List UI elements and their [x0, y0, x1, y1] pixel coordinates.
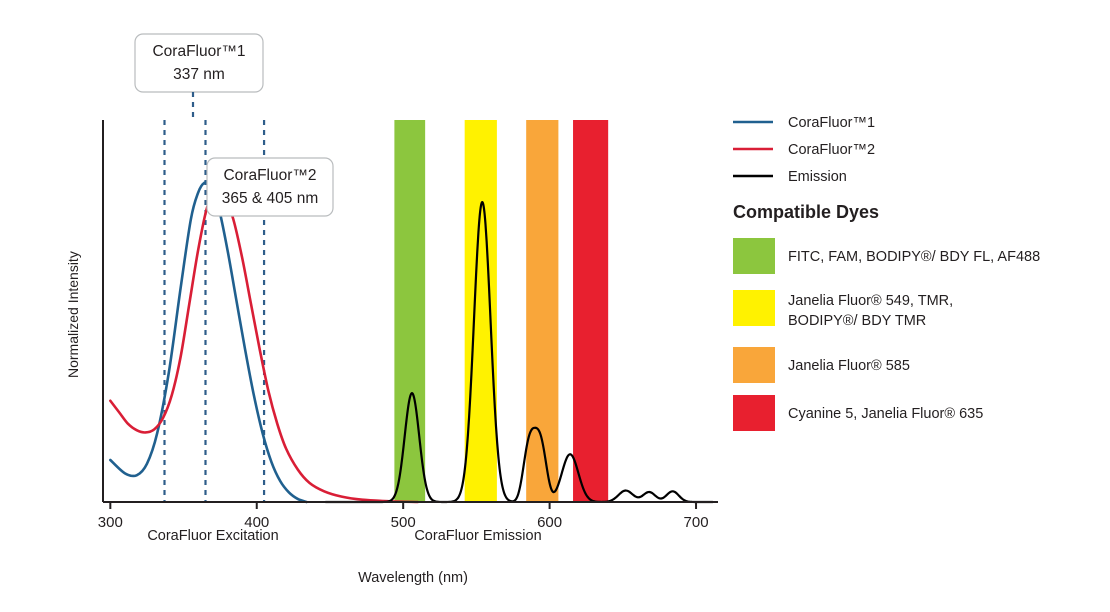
x-tick-label-400: 400: [244, 514, 269, 531]
x-region-label-excitation: CoraFluor Excitation: [147, 528, 278, 544]
x-tick-label-300: 300: [98, 514, 123, 531]
dye-swatch-3: [733, 395, 775, 431]
red-band: [573, 120, 609, 502]
callout-corafluor1: CoraFluor™1 337 nm: [134, 33, 264, 120]
dye-swatch-0: [733, 238, 775, 274]
x-tick-label-500: 500: [391, 514, 416, 531]
x-axis-title: Wavelength (nm): [358, 570, 468, 586]
callout-corafluor2-box: [206, 157, 334, 217]
legend-label-2: Emission: [788, 169, 847, 185]
legend-label-1: CoraFluor™2: [788, 142, 875, 158]
compatible-dyes-list: FITC, FAM, BODIPY®/ BDY FL, AF488 Janelia…: [733, 238, 1040, 431]
plot-axes: [102, 120, 718, 503]
dye-label-2-line1: Janelia Fluor® 585: [788, 358, 910, 374]
y-axis-title: Normalized Intensity: [65, 251, 81, 378]
callout-corafluor2-line2: 365 & 405 nm: [222, 190, 319, 207]
dye-swatch-1: [733, 290, 775, 326]
curve-excitation-20608F: [109, 180, 308, 504]
callout-corafluor1-line1: CoraFluor™1: [152, 43, 245, 60]
x-tick-label-600: 600: [537, 514, 562, 531]
curve-emission: [324, 201, 714, 504]
compatibility-bands: [394, 120, 609, 502]
curve-excitation-D91E36: [109, 188, 420, 504]
dye-label-0-line1: FITC, FAM, BODIPY®/ BDY FL, AF488: [788, 249, 1040, 265]
callout-corafluor2-line1: CoraFluor™2: [223, 167, 316, 184]
callout-corafluor1-line2: 337 nm: [173, 66, 225, 83]
dye-label-3-line1: Cyanine 5, Janelia Fluor® 635: [788, 406, 983, 422]
dye-label-1-line1: Janelia Fluor® 549, TMR,: [788, 293, 953, 309]
dye-label-1-line2: BODIPY®/ BDY TMR: [788, 313, 926, 329]
compatible-dyes-heading: Compatible Dyes: [733, 202, 879, 222]
yellow-band: [464, 120, 497, 502]
callout-corafluor1-box: [134, 33, 264, 93]
dye-swatch-2: [733, 347, 775, 383]
x-tick-label-700: 700: [684, 514, 709, 531]
series-legend: CoraFluor™1 CoraFluor™2 Emission: [733, 115, 875, 185]
x-axis-ticks: 300 400 500 600 700: [98, 502, 709, 531]
legend-label-0: CoraFluor™1: [788, 115, 875, 131]
callout-corafluor2: CoraFluor™2 365 & 405 nm: [206, 157, 334, 217]
x-region-label-emission: CoraFluor Emission: [414, 528, 541, 544]
